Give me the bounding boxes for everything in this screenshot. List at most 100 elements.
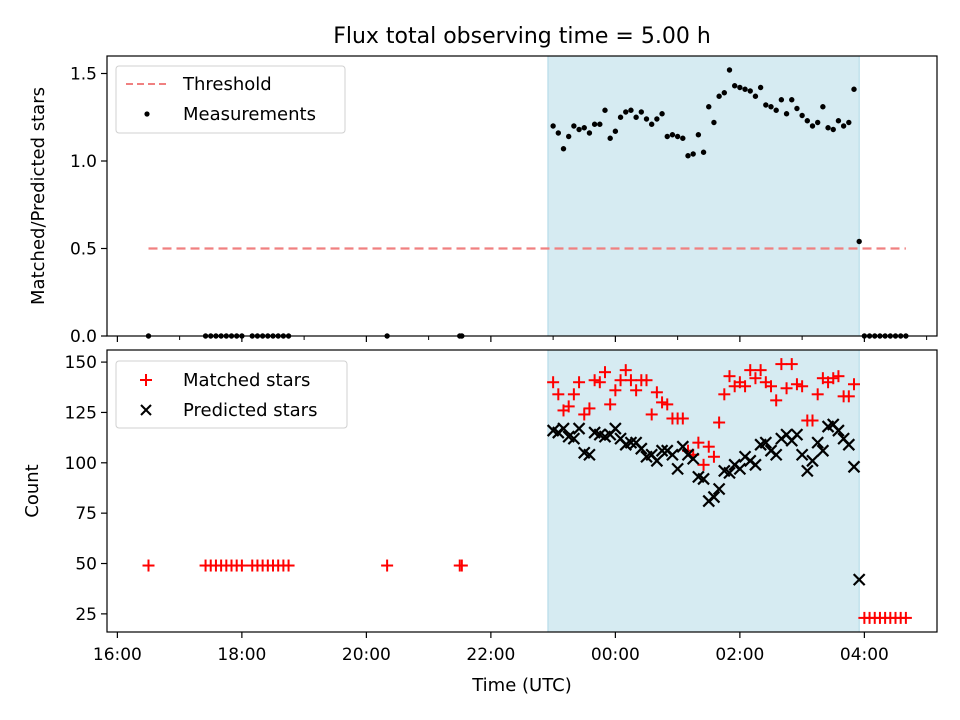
measurement-point bbox=[623, 109, 629, 115]
matched-star-point bbox=[713, 416, 726, 429]
matched-star-point bbox=[775, 358, 788, 371]
matched-star-point bbox=[578, 408, 591, 421]
y-tick-label: 0.5 bbox=[70, 240, 97, 260]
measurement-point bbox=[669, 132, 676, 138]
bottom-panel: 25 50 75 100 125 150 16:00 18:00 20:00 22:00 00:0… bbox=[22, 349, 938, 696]
predicted-star-point bbox=[790, 428, 804, 441]
matched-star-point bbox=[780, 382, 793, 395]
measurement-point bbox=[721, 90, 728, 96]
measurement-point bbox=[560, 146, 567, 152]
matched-star-point bbox=[744, 364, 757, 377]
measurement-point bbox=[612, 128, 619, 134]
predicted-star-point bbox=[583, 448, 596, 462]
x-tick-label: 04:00 bbox=[840, 645, 889, 665]
predicted-star-point bbox=[801, 464, 814, 478]
matched-star-point bbox=[790, 378, 803, 391]
predicted-star-point bbox=[749, 458, 762, 472]
matched-star-point bbox=[723, 370, 736, 383]
measurement-point bbox=[607, 135, 613, 141]
y-tick-label: 100 bbox=[65, 454, 97, 474]
measurement-point bbox=[809, 123, 816, 129]
matched-star-point bbox=[848, 378, 860, 391]
bottom-panel-frame bbox=[106, 349, 938, 633]
chart-title: Flux total observing time = 5.00 h bbox=[333, 24, 711, 49]
measurement-point bbox=[700, 149, 707, 155]
y-tick-label: 125 bbox=[65, 403, 97, 423]
x-tick-label: 22:00 bbox=[466, 645, 515, 665]
matched-star-point bbox=[142, 559, 155, 572]
predicted-star-point bbox=[557, 422, 570, 435]
matched-star-point bbox=[707, 450, 720, 463]
legend-predicted-label: Predicted stars bbox=[183, 400, 317, 421]
matched-star-point bbox=[770, 394, 783, 407]
measurement-point bbox=[742, 86, 748, 92]
predicted-star-point bbox=[655, 444, 669, 457]
predicted-star-point bbox=[650, 454, 664, 468]
matched-star-point bbox=[630, 384, 643, 397]
predicted-star-point bbox=[723, 466, 736, 480]
measurement-point bbox=[820, 104, 826, 110]
y-tick-label: 25 bbox=[75, 605, 97, 625]
measurement-point bbox=[633, 114, 639, 120]
x-tick-label: 20:00 bbox=[342, 645, 391, 665]
legend-matched-label: Matched stars bbox=[183, 370, 310, 391]
measurement-point bbox=[690, 151, 696, 157]
measurement-point bbox=[602, 107, 608, 113]
legend-measurements-swatch bbox=[144, 111, 150, 117]
measurement-point bbox=[789, 97, 795, 103]
top-legend: Threshold Measurements bbox=[115, 65, 346, 134]
predicted-star-point bbox=[769, 448, 783, 462]
measurement-point bbox=[685, 153, 691, 159]
predicted-star-point bbox=[666, 448, 679, 462]
predicted-star-point bbox=[671, 462, 684, 476]
top-legend-box bbox=[115, 65, 346, 134]
matched-star-point bbox=[718, 388, 731, 401]
matched-star-point bbox=[381, 559, 394, 572]
matched-star-point bbox=[796, 380, 809, 393]
bottom-legend: Matched stars Predicted stars bbox=[115, 360, 348, 429]
legend-predicted-swatch bbox=[140, 404, 152, 416]
matched-star-point bbox=[588, 374, 601, 387]
matched-star-point bbox=[583, 402, 596, 415]
observation-shaded-span bbox=[547, 349, 860, 633]
measurement-point bbox=[830, 126, 836, 133]
measurement-point bbox=[576, 126, 582, 133]
matched-star-point bbox=[749, 372, 762, 385]
predicted-star-point bbox=[712, 482, 726, 496]
measurement-point bbox=[794, 105, 800, 112]
matched-star-point bbox=[624, 374, 637, 387]
predicted-star-point bbox=[816, 444, 830, 457]
matched-star-point bbox=[692, 436, 705, 449]
predicted-star-point bbox=[795, 448, 809, 462]
top-panel-frame bbox=[106, 55, 938, 337]
measurement-point bbox=[571, 123, 577, 129]
measurement-point bbox=[814, 119, 821, 126]
measurement-point bbox=[706, 104, 712, 110]
matched-star-point bbox=[702, 440, 715, 453]
matched-star-point bbox=[645, 408, 658, 421]
matched-star-point bbox=[656, 396, 669, 409]
y-tick-label: 1.0 bbox=[70, 152, 97, 172]
measurement-point bbox=[674, 133, 681, 140]
matched-star-point bbox=[593, 376, 606, 389]
legend-matched-swatch bbox=[140, 374, 152, 386]
x-tick-label: 00:00 bbox=[591, 645, 640, 665]
measurement-point bbox=[716, 93, 722, 99]
measurement-point bbox=[726, 67, 733, 73]
measurement-point bbox=[711, 119, 717, 126]
matched-star-point bbox=[765, 380, 777, 393]
measurement-point bbox=[835, 118, 842, 124]
measurement-point bbox=[586, 130, 593, 136]
measurement-point bbox=[757, 84, 764, 91]
matched-star-point bbox=[785, 358, 798, 371]
matched-star-point bbox=[547, 376, 560, 389]
measurement-point bbox=[737, 84, 743, 91]
matched-star-point bbox=[573, 376, 586, 389]
x-tick-label: 02:00 bbox=[715, 645, 764, 665]
predicted-star-point bbox=[759, 436, 773, 449]
measurement-point bbox=[659, 111, 665, 117]
top-y-axis-label: Matched/Predicted stars bbox=[28, 87, 49, 305]
matched-star-point bbox=[650, 386, 663, 399]
y-tick-label: 0.0 bbox=[70, 327, 97, 347]
